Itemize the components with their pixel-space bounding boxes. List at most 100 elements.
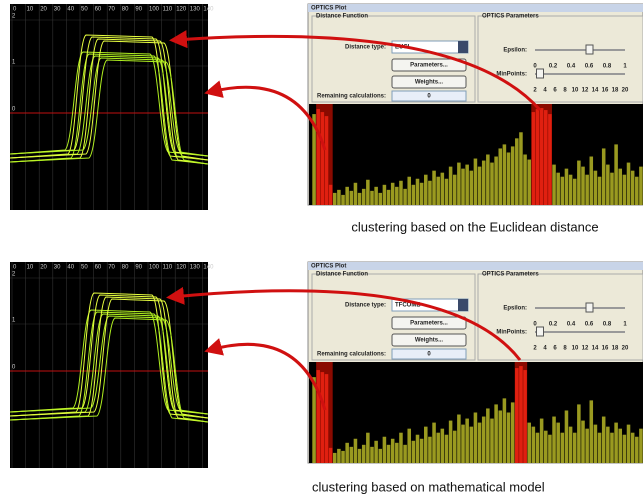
reachability-bar — [635, 437, 639, 463]
reachability-bar — [407, 177, 411, 205]
slider-tick-label: 0.2 — [549, 64, 558, 70]
reachability-bar — [486, 408, 490, 463]
reachability-bar — [494, 157, 498, 205]
x-tick-label: 90 — [135, 7, 142, 13]
reachability-bar — [436, 177, 440, 205]
reachability-bar — [614, 144, 618, 205]
reachability-bar — [602, 148, 606, 205]
reachability-bar — [374, 441, 378, 463]
reachability-bar — [594, 171, 598, 205]
reachability-bar — [428, 437, 432, 463]
x-tick-label: 40 — [67, 265, 74, 271]
label: Epsilon: — [503, 306, 527, 312]
reachability-bar — [548, 114, 552, 205]
reachability-bar — [453, 175, 457, 205]
slider-thumb[interactable] — [537, 327, 544, 336]
reachability-bar — [424, 175, 428, 205]
reachability-bar — [573, 179, 577, 205]
reachability-bar — [416, 179, 420, 205]
reachability-bar — [577, 161, 581, 205]
reachability-bar — [631, 171, 635, 205]
reachability-bar — [470, 171, 474, 205]
group-title: Distance Function — [316, 14, 368, 20]
reachability-bar — [474, 413, 478, 464]
x-tick-label: 110 — [163, 7, 173, 13]
button-label: Weights... — [415, 80, 444, 86]
slider-tick-label: 0.2 — [549, 322, 558, 328]
slider-tick-label: 20 — [622, 88, 629, 94]
slider-tick-label: 12 — [582, 88, 589, 94]
reachability-bar — [391, 183, 395, 205]
x-tick-label: 60 — [95, 265, 102, 271]
reachability-bar — [494, 404, 498, 463]
reachability-bar — [623, 435, 627, 463]
slider-thumb[interactable] — [537, 69, 544, 78]
reachability-bar — [316, 109, 320, 205]
label: MinPoints: — [496, 330, 527, 336]
label: Remaining calculations: — [317, 94, 386, 100]
window-title: OPTICS Plot — [311, 6, 346, 12]
x-tick-label: 90 — [135, 265, 142, 271]
reachability-bar — [590, 157, 594, 205]
reachability-bar — [374, 187, 378, 205]
reachability-bar — [420, 439, 424, 463]
reachability-bar — [498, 410, 502, 463]
x-tick-label: 50 — [81, 265, 88, 271]
reachability-bar — [370, 191, 374, 205]
reachability-bar — [358, 193, 362, 205]
x-tick-label: 10 — [27, 265, 34, 271]
x-tick-label: 20 — [40, 265, 47, 271]
slider-thumb[interactable] — [586, 45, 593, 54]
reachability-bar — [482, 417, 486, 463]
reachability-bar — [556, 423, 560, 463]
title-bar — [308, 4, 643, 12]
group-title: OPTICS Parameters — [482, 14, 539, 20]
reachability-bar — [594, 425, 598, 463]
reachability-bar — [358, 449, 362, 463]
reachability-bar — [337, 449, 341, 463]
reachability-bar — [490, 163, 494, 205]
x-tick-label: 80 — [122, 7, 129, 13]
reachability-bar — [610, 173, 614, 205]
x-tick-label: 20 — [40, 7, 47, 13]
reachability-bar — [548, 435, 552, 463]
reachability-bar — [631, 433, 635, 463]
reachability-bar — [387, 445, 391, 463]
reachability-bar — [474, 159, 478, 205]
reachability-bar — [478, 167, 482, 205]
reachability-bar — [333, 453, 337, 463]
title-bar — [308, 262, 643, 270]
combo-arrow — [458, 299, 468, 311]
reachability-bar — [465, 419, 469, 463]
reachability-bar — [532, 112, 536, 205]
slider-tick-label: 18 — [612, 88, 619, 94]
reachability-bar — [561, 177, 565, 205]
reachability-bar — [552, 165, 556, 205]
x-tick-label: 140 — [203, 7, 214, 13]
reachability-bar — [618, 169, 622, 205]
reachability-bar — [610, 433, 614, 463]
reachability-bar — [316, 370, 320, 463]
slider-thumb[interactable] — [586, 303, 593, 312]
reachability-bar — [312, 377, 316, 463]
reachability-bar — [627, 425, 631, 463]
reachability-bar — [432, 423, 436, 463]
reachability-bar — [461, 169, 465, 205]
reachability-bar — [399, 181, 403, 205]
reachability-bar — [527, 160, 531, 205]
slider-tick-label: 16 — [602, 88, 609, 94]
x-tick-label: 70 — [108, 7, 115, 13]
reachability-bar — [350, 447, 354, 463]
caption: clustering based on the Euclidean distan… — [351, 219, 598, 234]
reachability-bar — [441, 173, 445, 205]
combo-arrow — [458, 41, 468, 53]
reachability-bar — [445, 435, 449, 463]
label: Distance type: — [345, 45, 386, 51]
reachability-bar — [345, 443, 349, 463]
slider-tick-label: 0.8 — [603, 322, 612, 328]
reachability-bar — [527, 423, 531, 463]
reachability-bar — [457, 163, 461, 205]
x-tick-label: 40 — [67, 7, 74, 13]
reachability-bar — [354, 183, 358, 205]
reachability-bar — [436, 433, 440, 463]
